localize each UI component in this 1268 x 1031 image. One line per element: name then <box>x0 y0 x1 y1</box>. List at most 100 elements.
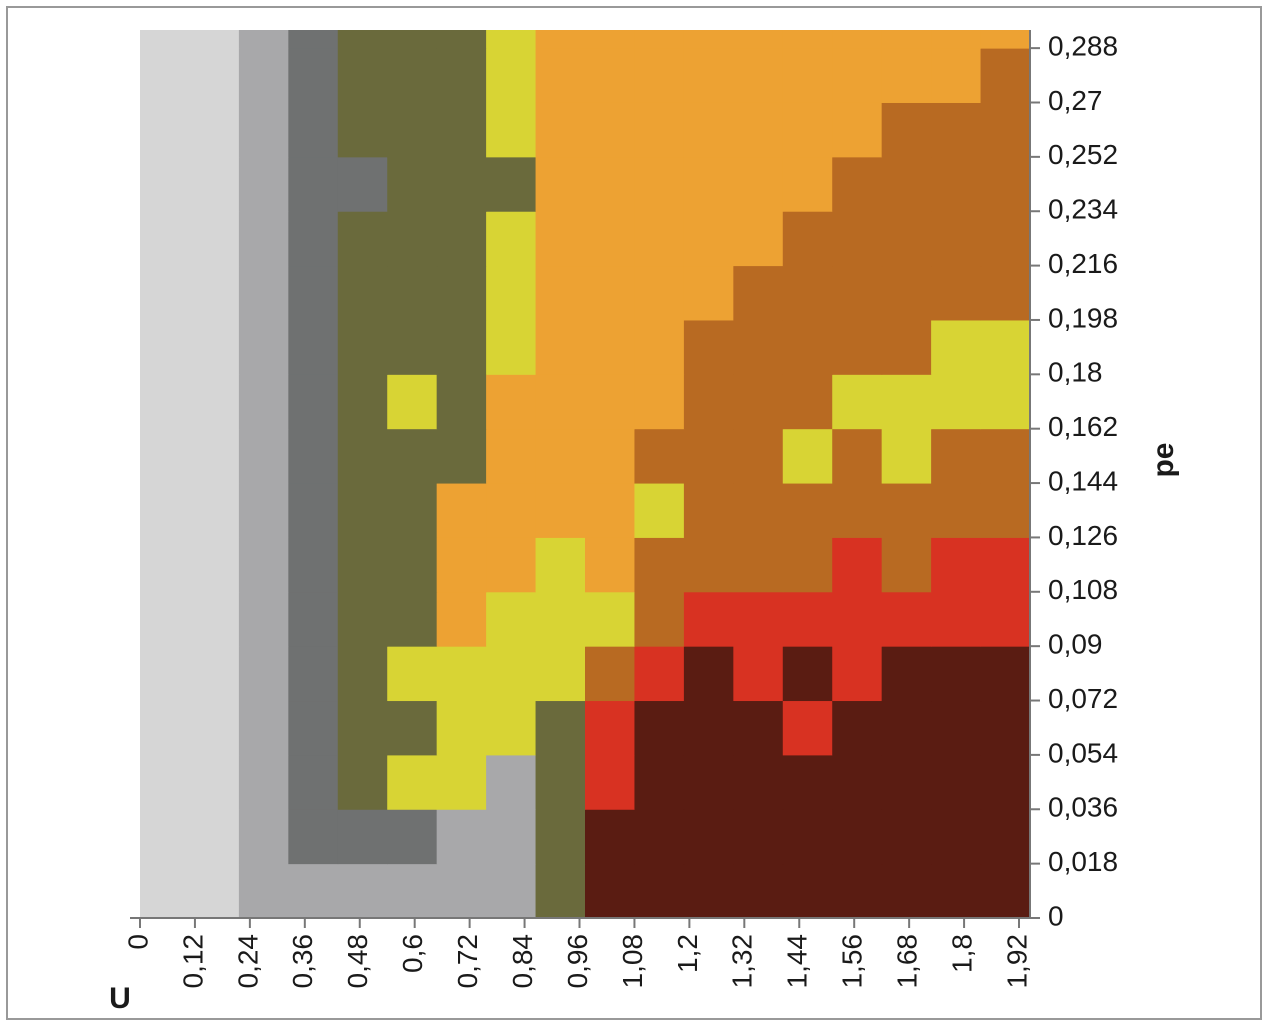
heatmap-cell <box>140 102 190 158</box>
heatmap-cell <box>337 102 388 158</box>
heatmap-cell <box>535 319 586 375</box>
heatmap-cell <box>436 537 487 593</box>
heatmap-cell <box>881 809 932 865</box>
heatmap-cell <box>931 537 982 593</box>
heatmap-cell <box>931 211 982 267</box>
heatmap-cell <box>486 156 537 212</box>
y-tick-label: 0,072 <box>1048 683 1118 714</box>
heatmap-cell <box>683 211 734 267</box>
y-tick-label: 0,27 <box>1048 85 1103 116</box>
heatmap-cell <box>634 809 685 865</box>
heatmap-cell <box>535 591 586 647</box>
heatmap-cell <box>931 319 982 375</box>
heatmap-cell <box>832 156 883 212</box>
heatmap-cell <box>535 265 586 321</box>
heatmap-cell <box>832 863 883 919</box>
heatmap-cell <box>782 48 833 103</box>
heatmap-cell <box>634 156 685 212</box>
heatmap-cell <box>535 156 586 212</box>
heatmap-cell <box>634 374 685 430</box>
heatmap-cell <box>288 265 339 321</box>
y-tick-label: 0,216 <box>1048 248 1118 279</box>
heatmap-cell <box>140 537 190 593</box>
heatmap-cell <box>634 211 685 267</box>
heatmap-cell <box>585 863 635 919</box>
heatmap-cell <box>832 319 883 375</box>
heatmap-cell <box>238 211 289 267</box>
heatmap-cell <box>486 700 537 756</box>
heatmap-cell <box>832 537 883 593</box>
heatmap-cell <box>881 374 932 430</box>
heatmap-cell <box>782 428 833 484</box>
x-tick-label: 0,96 <box>562 934 593 989</box>
heatmap-cell <box>782 537 833 593</box>
heatmap-cell <box>387 646 438 702</box>
heatmap-cell <box>683 754 734 810</box>
heatmap-cell <box>387 754 438 810</box>
heatmap-cell <box>634 428 685 484</box>
heatmap-cell <box>585 319 635 375</box>
heatmap-cell <box>683 809 734 865</box>
heatmap-cell <box>337 754 388 810</box>
heatmap-cell <box>238 428 289 484</box>
heatmap-cell <box>436 809 487 865</box>
heatmap-cell <box>189 700 240 756</box>
heatmap-cell <box>733 863 784 919</box>
heatmap-cell <box>337 537 388 593</box>
heatmap-cell <box>980 809 1031 865</box>
heatmap-cell <box>535 374 586 430</box>
x-tick-label: 0,48 <box>342 934 373 989</box>
heatmap-cell <box>683 863 734 919</box>
heatmap-cell <box>189 646 240 702</box>
heatmap-cell <box>189 537 240 593</box>
heatmap-cell <box>733 591 784 647</box>
heatmap-cell <box>782 156 833 212</box>
heatmap-cell <box>436 428 487 484</box>
heatmap-cell <box>535 646 586 702</box>
heatmap-cell <box>337 700 388 756</box>
heatmap-cell <box>387 809 438 865</box>
heatmap-cell <box>881 754 932 810</box>
heatmap-cell <box>782 374 833 430</box>
heatmap-cell <box>832 265 883 321</box>
heatmap-cell <box>486 646 537 702</box>
heatmap-cell <box>436 156 487 212</box>
x-tick-label: 1,56 <box>837 934 868 989</box>
heatmap-cell <box>683 428 734 484</box>
heatmap-cell <box>387 30 438 49</box>
heatmap-cell <box>238 156 289 212</box>
x-tick-label: 1,08 <box>617 934 648 989</box>
heatmap-cell <box>832 428 883 484</box>
heatmap-cell <box>140 428 190 484</box>
heatmap-cell <box>535 102 586 158</box>
x-tick-label: 0,6 <box>397 934 428 973</box>
heatmap-cell <box>683 537 734 593</box>
heatmap-cell <box>238 700 289 756</box>
heatmap-cell <box>337 646 388 702</box>
y-tick-label: 0,144 <box>1048 465 1118 496</box>
heatmap-cell <box>980 537 1031 593</box>
y-tick-label: 0,054 <box>1048 737 1118 768</box>
heatmap-cell <box>782 265 833 321</box>
heatmap-cell <box>238 30 289 49</box>
heatmap-cell <box>585 428 635 484</box>
heatmap-cell <box>238 48 289 103</box>
heatmap-cell <box>980 30 1031 49</box>
heatmap-cell <box>683 30 734 49</box>
heatmap-cell <box>140 211 190 267</box>
heatmap-cell <box>387 700 438 756</box>
heatmap-cell <box>733 265 784 321</box>
heatmap-cell <box>189 754 240 810</box>
heatmap-cell <box>189 48 240 103</box>
y-tick-label: 0,09 <box>1048 629 1103 660</box>
y-tick-label: 0,108 <box>1048 574 1118 605</box>
y-tick-label: 0,126 <box>1048 520 1118 551</box>
heatmap-cell <box>337 483 388 538</box>
x-tick-label: 1,44 <box>782 934 813 989</box>
heatmap-cell <box>486 537 537 593</box>
heatmap-cell <box>436 646 487 702</box>
heatmap-cell <box>733 700 784 756</box>
heatmap-cell <box>189 265 240 321</box>
heatmap-cell <box>733 102 784 158</box>
heatmap-cell <box>634 863 685 919</box>
